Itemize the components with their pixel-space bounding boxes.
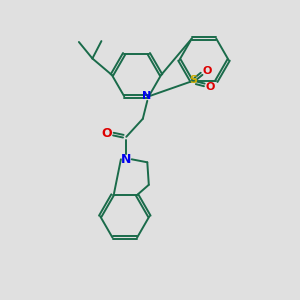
Text: O: O — [101, 127, 112, 140]
Text: S: S — [189, 75, 197, 85]
Text: N: N — [121, 153, 131, 166]
Text: O: O — [202, 66, 211, 76]
Text: N: N — [142, 91, 151, 101]
Text: O: O — [205, 82, 214, 92]
